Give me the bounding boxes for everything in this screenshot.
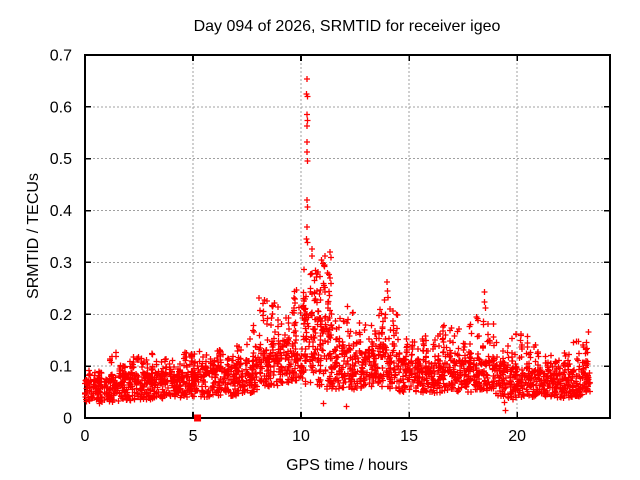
axis-ticks: [84, 54, 610, 419]
y-tick-label: 0.4: [50, 203, 72, 220]
grid-lines: [85, 55, 610, 418]
y-tick-label: 0.3: [50, 255, 72, 272]
x-tick-labels: 0 5 10 15 20: [81, 428, 527, 445]
y-tick-label: 0: [63, 411, 72, 428]
x-tick-label: 20: [508, 428, 526, 445]
scatter-plus-markers: [82, 76, 593, 414]
chart-title: Day 094 of 2026, SRMTID for receiver ige…: [194, 18, 501, 35]
x-tick-label: 5: [189, 428, 198, 445]
clipped-point-square-marker: [194, 414, 202, 422]
y-axis-label: SRMTID / TECUs: [25, 173, 42, 299]
data-points-series: [82, 76, 593, 422]
y-tick-label: 0.7: [50, 48, 72, 65]
y-tick-label: 0.5: [50, 151, 72, 168]
y-tick-label: 0.1: [50, 359, 72, 376]
x-tick-label: 15: [400, 428, 418, 445]
y-tick-label: 0.2: [50, 307, 72, 324]
x-tick-label: 10: [292, 428, 310, 445]
y-tick-labels: 0 0.1 0.2 0.3 0.4 0.5 0.6 0.7: [50, 48, 72, 428]
x-tick-label: 0: [81, 428, 90, 445]
x-axis-label: GPS time / hours: [286, 457, 408, 474]
y-tick-label: 0.6: [50, 99, 72, 116]
plot-border: [84, 54, 611, 419]
